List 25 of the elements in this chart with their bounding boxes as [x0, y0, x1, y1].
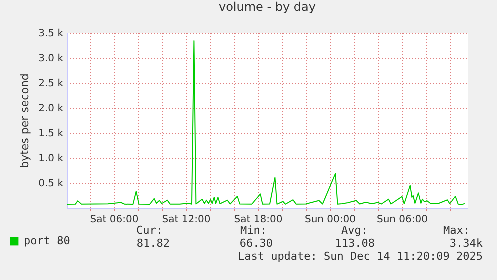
- y-axis-title: bytes per second: [18, 74, 32, 168]
- x-tick-label: Sun 06:00: [376, 214, 428, 226]
- x-tick-label: Sat 12:00: [162, 214, 211, 226]
- chart-title: volume - by day: [218, 0, 316, 14]
- x-tick-label: Sat 06:00: [90, 214, 139, 226]
- legend-label: port 80: [24, 234, 70, 248]
- y-tick-label: 2.5 k: [38, 78, 64, 90]
- y-tick-label: 3.0 k: [38, 54, 64, 64]
- text: 66.30: [240, 237, 273, 250]
- text: Avg:: [342, 224, 368, 237]
- text: Min:: [240, 224, 267, 237]
- text: 81.82: [136, 237, 170, 250]
- y-tick-label: 3.5 k: [38, 28, 64, 40]
- x-tick-label: Sun 00:00: [304, 214, 356, 226]
- text: Max:: [444, 224, 470, 237]
- text: Cur:: [136, 224, 163, 237]
- y-tick-label: 2.0 k: [38, 104, 64, 114]
- line-series: [66, 40, 466, 206]
- x-tick-label: Sat 18:00: [234, 214, 283, 226]
- text: 3.34k: [450, 237, 483, 250]
- text: 113.08: [335, 237, 375, 250]
- text: Last update: Sun Dec 14 11:20:09 2025: [238, 250, 483, 263]
- y-tick-label: 1.0 k: [38, 154, 64, 164]
- y-tick-label: 1.5 k: [38, 128, 64, 140]
- y-tick-label: 0.5 k: [38, 178, 64, 190]
